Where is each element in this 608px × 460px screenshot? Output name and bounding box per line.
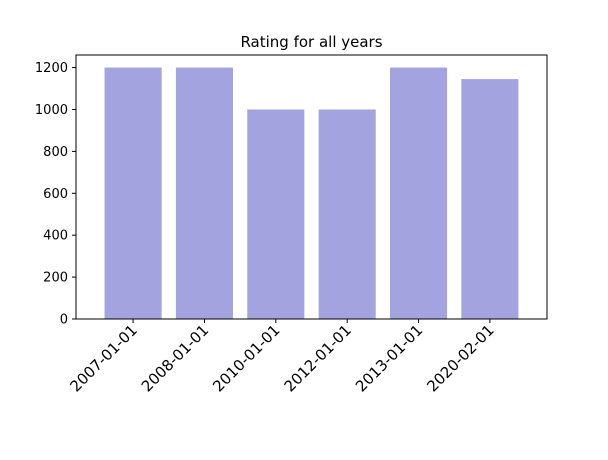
bar-2020-02-01	[461, 79, 519, 319]
bar-2013-01-01	[390, 67, 448, 319]
bar-2010-01-01	[247, 109, 305, 319]
y-tick-label: 1200	[35, 61, 68, 76]
y-axis: 0 200 400 600 800 1000 1200	[35, 61, 76, 328]
bars-layer	[104, 67, 519, 319]
y-tick-label: 0	[60, 313, 68, 328]
y-tick-label: 800	[43, 145, 68, 160]
y-tick-label: 200	[43, 271, 68, 286]
y-tick-label: 1000	[35, 103, 68, 118]
plot-frame	[75, 54, 548, 320]
y-tick-label: 600	[43, 187, 68, 202]
bar-2008-01-01	[175, 67, 233, 319]
chart-title: Rating for all years	[240, 33, 382, 51]
y-tick-label: 400	[43, 229, 68, 244]
bar-2007-01-01	[104, 67, 162, 319]
bar-2012-01-01	[318, 109, 376, 319]
